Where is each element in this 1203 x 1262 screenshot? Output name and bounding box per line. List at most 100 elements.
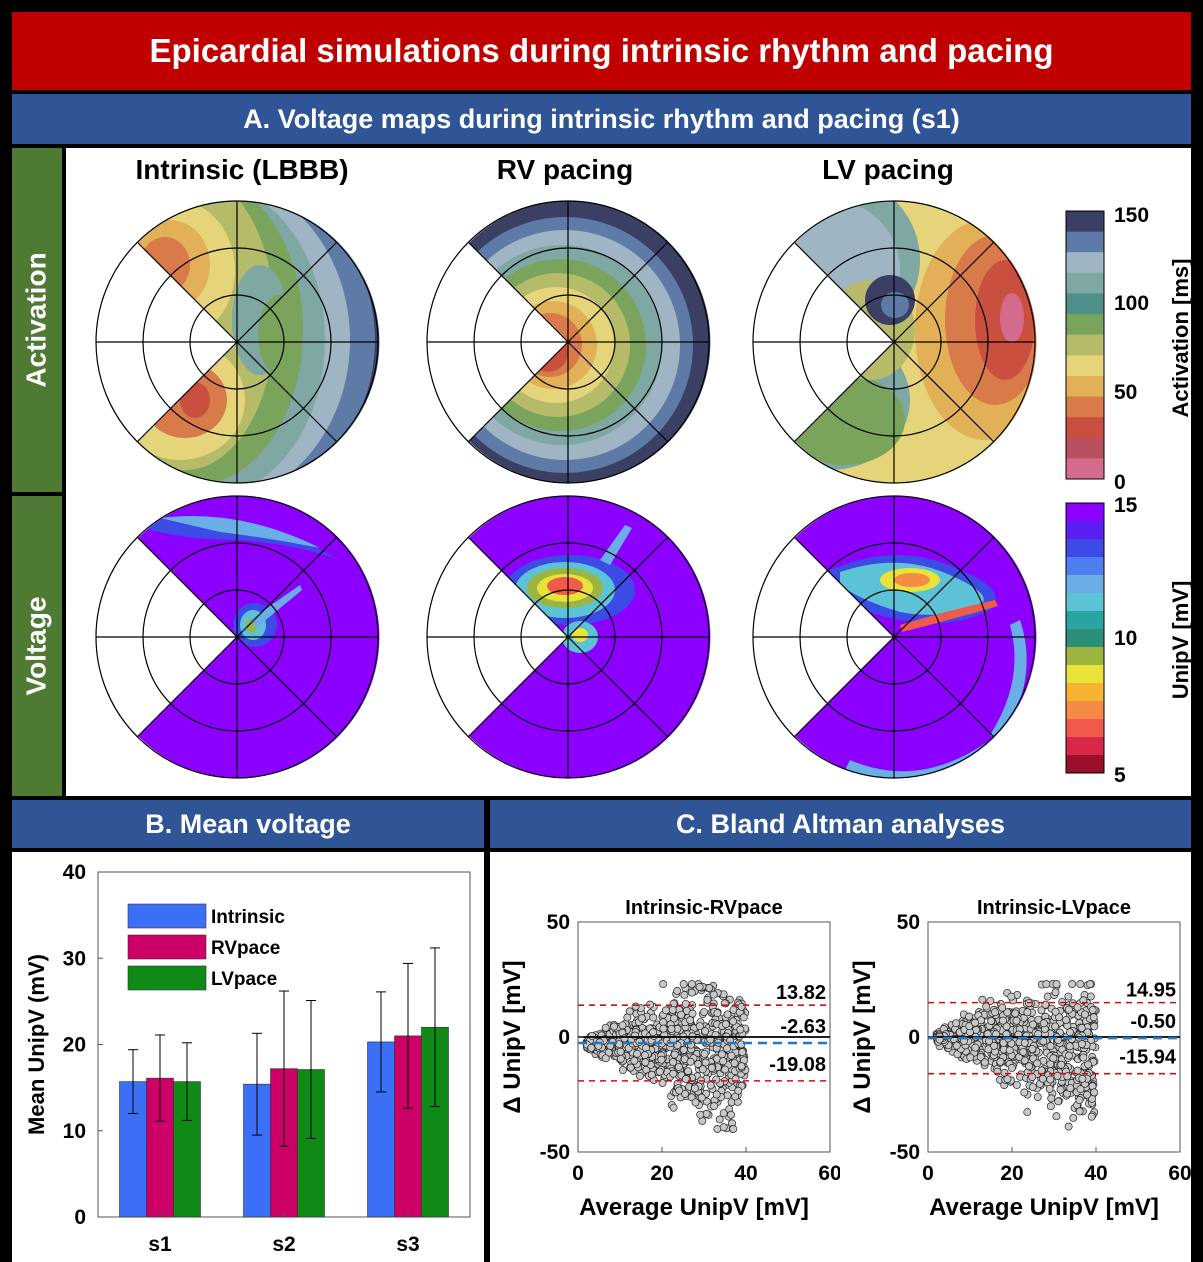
ba-point xyxy=(697,1093,706,1102)
column-title-rv-pacing: RV pacing xyxy=(496,154,634,185)
x-tick-label: s1 xyxy=(148,1233,172,1256)
activation-colorbar xyxy=(1065,210,1105,480)
y-tick-label: 0 xyxy=(74,1206,86,1229)
ba-point xyxy=(730,1059,739,1068)
ba-point xyxy=(990,1041,999,1050)
voltage-colorbar-swatch xyxy=(1066,593,1104,612)
ba-point xyxy=(1073,1003,1082,1012)
ba-point xyxy=(1090,1088,1099,1097)
ba-point xyxy=(641,1058,650,1067)
ba-point xyxy=(738,1048,747,1057)
ba-point xyxy=(1065,1042,1074,1051)
ba-point xyxy=(971,1043,980,1052)
ba-point xyxy=(706,1081,715,1090)
ba-point xyxy=(687,988,696,997)
ba-x-tick-label: 0 xyxy=(572,1162,584,1185)
ba-point xyxy=(587,1043,596,1052)
row-label-voltage: Voltage xyxy=(12,496,62,796)
ba-point xyxy=(952,1019,961,1028)
ba-point xyxy=(673,986,682,995)
ba-point xyxy=(662,1006,670,1015)
voltage-colorbar-swatch xyxy=(1066,575,1104,594)
ba-mean-label: -0.50 xyxy=(1130,1011,1176,1033)
ba-point xyxy=(686,1016,695,1025)
activation-colorbar-swatch xyxy=(1066,272,1104,294)
activation-colorbar-swatch xyxy=(1066,417,1104,439)
ba-point xyxy=(719,1123,728,1132)
ba-point xyxy=(1028,1073,1037,1082)
ba-point xyxy=(1051,1022,1060,1031)
ba-point xyxy=(681,1075,690,1084)
voltage-map-lv-pacing xyxy=(795,496,1037,778)
ba-point xyxy=(659,980,668,989)
ba-point xyxy=(727,1110,735,1119)
panel-c-banner: C. Bland Altman analyses xyxy=(490,800,1191,848)
legend-label-lvpace: LVpace xyxy=(211,969,277,990)
ba-point xyxy=(1079,1053,1088,1062)
ba-point xyxy=(1057,1060,1066,1069)
ba-point xyxy=(1037,1006,1046,1015)
column-title-intrinsic: Intrinsic (LBBB) xyxy=(135,154,349,185)
ba-points xyxy=(582,980,750,1133)
ba-point xyxy=(1051,1007,1060,1016)
ba-point xyxy=(691,1098,700,1107)
ba-y-tick-label: 50 xyxy=(897,911,920,934)
ba-point xyxy=(1068,980,1077,989)
ba-point xyxy=(737,1062,746,1071)
ba-point xyxy=(679,980,688,989)
activation-map-rv-pacing xyxy=(469,200,711,483)
activation-colorbar-tick-100: 100 xyxy=(1114,292,1149,315)
ba-point xyxy=(719,1057,728,1066)
ba-point xyxy=(999,1016,1007,1025)
ba-point xyxy=(1028,1083,1037,1091)
ba-point xyxy=(637,1014,646,1023)
voltage-colorbar-tick-15: 15 xyxy=(1114,494,1138,517)
bland-altman-intrinsic-rvpace: 13.82-2.63-19.080 20 40 60500-50Intrinsic-R… xyxy=(499,897,840,1221)
ba-point xyxy=(694,1060,703,1068)
ba-point xyxy=(688,1009,697,1018)
activation-map-intrinsic xyxy=(138,200,380,483)
ba-point xyxy=(690,1084,699,1093)
ba-point xyxy=(657,1055,666,1064)
panel-a-title: A. Voltage maps during intrinsic rhythm … xyxy=(243,103,960,134)
ba-point xyxy=(633,1049,642,1058)
voltage-colorbar-swatch xyxy=(1066,719,1104,738)
ba-point xyxy=(721,1020,730,1029)
ba-point xyxy=(1005,1046,1014,1055)
ba-point xyxy=(1034,1015,1043,1024)
ba-point xyxy=(705,984,714,992)
ba-point xyxy=(1054,1097,1063,1106)
ba-point xyxy=(1020,1088,1029,1097)
ba-point xyxy=(736,1025,745,1034)
voltage-colorbar-label: UnipV [mV] xyxy=(1168,581,1191,700)
ba-point xyxy=(620,1034,629,1043)
ba-point xyxy=(717,1050,726,1059)
ba-point xyxy=(998,1003,1007,1012)
bullseye-grids xyxy=(95,200,1036,779)
ba-point xyxy=(1087,1112,1096,1121)
ba-point xyxy=(659,1018,668,1027)
ba-lower-loa-label: -19.08 xyxy=(769,1054,826,1076)
ba-point xyxy=(739,1013,748,1022)
ba-point xyxy=(626,1063,635,1072)
activation-colorbar-swatch xyxy=(1066,375,1104,398)
ba-point xyxy=(1077,1024,1086,1032)
x-tick-label: s3 xyxy=(396,1233,419,1256)
ba-point xyxy=(675,1086,684,1095)
ba-point xyxy=(1023,1008,1032,1017)
ba-point xyxy=(1046,1042,1055,1051)
ba-point xyxy=(1090,1022,1099,1031)
ba-point xyxy=(670,1014,678,1023)
ba-point xyxy=(659,1024,668,1033)
ba-point xyxy=(618,1066,627,1075)
y-tick-label: 20 xyxy=(63,1034,86,1057)
ba-point xyxy=(980,1058,989,1067)
ba-point xyxy=(710,1102,719,1111)
ba-y-tick-label: -50 xyxy=(890,1141,920,1164)
y-tick-label: 30 xyxy=(63,947,86,970)
ba-point xyxy=(723,1010,732,1019)
ba-point xyxy=(1011,1009,1020,1018)
ba-point xyxy=(976,1053,985,1061)
ba-point xyxy=(695,983,704,991)
ba-y-tick-label: 50 xyxy=(547,911,570,934)
